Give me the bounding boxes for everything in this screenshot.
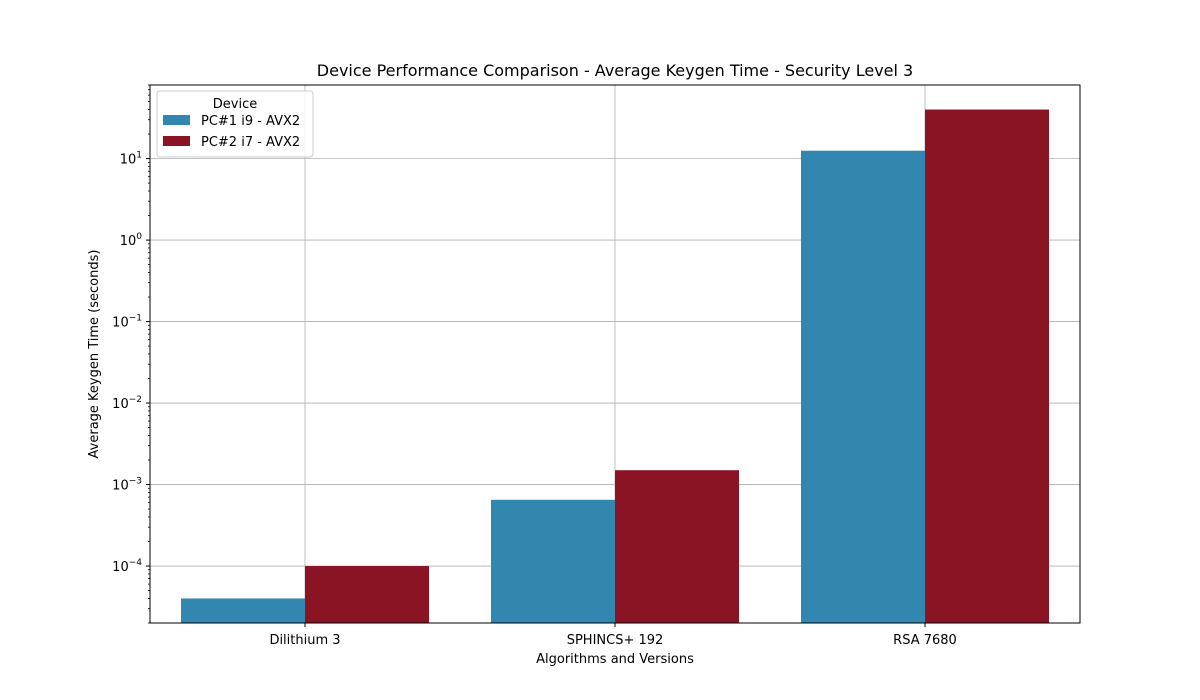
y-tick-label: 10−4 — [112, 558, 142, 575]
y-tick-label: 10−3 — [112, 477, 142, 494]
y-tick-label-exponent: −2 — [129, 395, 142, 405]
legend-title: Device — [213, 97, 257, 112]
legend-box — [156, 90, 314, 158]
bar — [181, 598, 305, 623]
legend: Device PC#1 i9 - AVX2 PC#2 i7 - AVX2 — [156, 90, 314, 158]
chart-title: Device Performance Comparison - Average … — [317, 61, 913, 80]
y-tick-label-base: 10 — [112, 397, 129, 412]
x-tick-label: SPHINCS+ 192 — [567, 633, 664, 648]
legend-entry-label: PC#1 i9 - AVX2 — [201, 114, 300, 129]
bar — [305, 566, 429, 623]
y-tick-label-base: 10 — [120, 153, 137, 168]
y-tick-label-base: 10 — [120, 234, 137, 249]
y-tick-label-base: 10 — [112, 479, 129, 494]
legend-entries: PC#1 i9 - AVX2 PC#2 i7 - AVX2 — [163, 114, 300, 150]
x-axis-label: Algorithms and Versions — [536, 652, 694, 667]
y-tick-label: 100 — [120, 232, 143, 249]
y-tick-label-exponent: −1 — [129, 314, 142, 324]
y-tick-label-exponent: −4 — [129, 558, 143, 568]
legend-swatch — [163, 136, 190, 146]
y-tick-label-exponent: 1 — [136, 151, 142, 161]
x-tick-label: Dilithium 3 — [269, 633, 340, 648]
y-tick-label-base: 10 — [112, 560, 129, 575]
y-tick-label-exponent: 0 — [136, 232, 142, 242]
x-tick-label: RSA 7680 — [893, 633, 957, 648]
y-tick-label: 10−1 — [112, 314, 142, 331]
y-axis-label: Average Keygen Time (seconds) — [87, 250, 102, 459]
bar — [491, 499, 615, 623]
bar — [801, 150, 925, 623]
y-tick-label: 101 — [120, 151, 142, 168]
y-tick-label: 10−2 — [112, 395, 142, 412]
bar — [925, 109, 1049, 624]
y-tick-label-base: 10 — [112, 316, 129, 331]
y-tick-label-exponent: −3 — [129, 477, 142, 487]
bar — [615, 470, 739, 623]
bars-group — [181, 109, 1049, 624]
legend-entry-label: PC#2 i7 - AVX2 — [201, 135, 300, 150]
x-axis-ticks: Dilithium 3 SPHINCS+ 192 RSA 7680 — [269, 623, 957, 648]
legend-swatch — [163, 115, 190, 125]
